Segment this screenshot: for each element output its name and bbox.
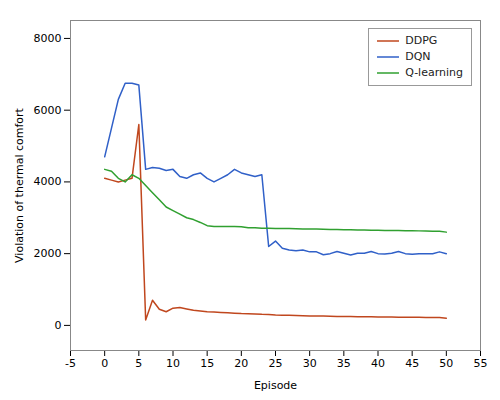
svg-text:55: 55 — [474, 357, 488, 370]
svg-text:Violation of thermal comfort: Violation of thermal comfort — [13, 107, 26, 263]
svg-text:40: 40 — [371, 357, 385, 370]
svg-text:25: 25 — [269, 357, 283, 370]
svg-text:30: 30 — [303, 357, 317, 370]
svg-text:Episode: Episode — [254, 379, 297, 392]
html-text:DDPG: DDPG — [405, 34, 438, 47]
html-text:DQN: DQN — [405, 50, 431, 63]
svg-text:15: 15 — [200, 357, 214, 370]
svg-text:0: 0 — [101, 357, 108, 370]
svg-text:20: 20 — [234, 357, 248, 370]
svg-text:50: 50 — [439, 357, 453, 370]
html-text:Q-learning: Q-learning — [405, 66, 463, 79]
svg-text:45: 45 — [405, 357, 419, 370]
svg-text:6000: 6000 — [34, 104, 62, 117]
svg-text:8000: 8000 — [34, 32, 62, 45]
svg-text:2000: 2000 — [34, 247, 62, 260]
svg-text:0: 0 — [55, 319, 62, 332]
svg-text:4000: 4000 — [34, 175, 62, 188]
svg-text:5: 5 — [135, 357, 142, 370]
svg-text:-5: -5 — [65, 357, 76, 370]
svg-text:35: 35 — [337, 357, 351, 370]
svg-text:10: 10 — [166, 357, 180, 370]
